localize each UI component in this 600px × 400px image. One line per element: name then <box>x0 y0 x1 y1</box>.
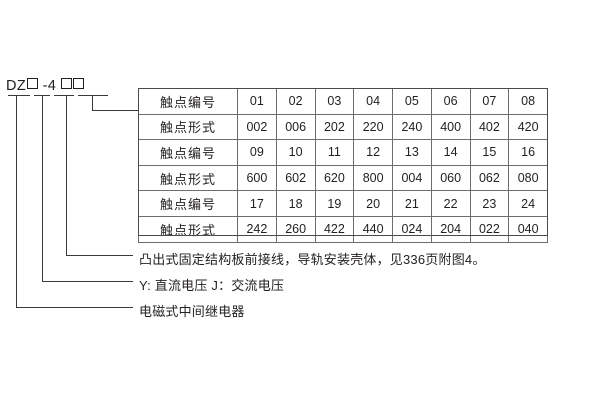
note-voltage: Y: 直流电压 J：交流电压 <box>139 278 285 293</box>
table-cell: 04 <box>353 88 393 115</box>
model-code-box-3 <box>73 78 85 89</box>
table-cell: 14 <box>430 139 471 166</box>
table-cell: 242 <box>237 215 277 243</box>
table-cell: 01 <box>237 88 277 115</box>
row-label: 触点形式 <box>138 113 238 141</box>
table-cell: 15 <box>469 139 510 166</box>
table-cell: 24 <box>508 190 548 217</box>
table-cell: 040 <box>508 215 548 243</box>
model-code: DZ -4 <box>6 78 85 94</box>
table-cell: 002 <box>237 113 277 141</box>
leader-line-3-horizontal <box>66 255 133 257</box>
model-code-prefix: DZ <box>6 78 27 94</box>
table-cell: 23 <box>469 190 510 217</box>
table-cell: 220 <box>353 113 393 141</box>
leader-line-3-vertical <box>66 95 68 256</box>
table-row: 触点编号 01 02 03 04 05 06 07 08 <box>138 88 548 115</box>
table-cell: 202 <box>314 113 355 141</box>
table-cell: 02 <box>275 88 316 115</box>
table-cell: 062 <box>469 164 510 192</box>
leader-line-1-horizontal <box>16 307 133 309</box>
table-cell: 20 <box>353 190 393 217</box>
table-cell: 13 <box>392 139 432 166</box>
table-cell: 600 <box>237 164 277 192</box>
table-cell: 420 <box>508 113 548 141</box>
table-cell: 21 <box>392 190 432 217</box>
table-cell: 17 <box>237 190 277 217</box>
table-cell: 402 <box>469 113 510 141</box>
table-cell: 22 <box>430 190 471 217</box>
table-cell: 024 <box>392 215 432 243</box>
table-cell: 10 <box>275 139 316 166</box>
table-cell: 060 <box>430 164 471 192</box>
note-relay-type: 电磁式中间继电器 <box>139 304 245 319</box>
table-cell: 07 <box>469 88 510 115</box>
table-row: 触点形式 242 260 422 440 024 204 022 040 <box>138 215 548 243</box>
leader-line-2-vertical <box>42 95 44 282</box>
table-row: 触点编号 17 18 19 20 21 22 23 24 <box>138 190 548 217</box>
table-cell: 400 <box>430 113 471 141</box>
table-cell: 12 <box>353 139 393 166</box>
table-cell: 03 <box>314 88 355 115</box>
model-code-box-1 <box>26 78 38 89</box>
table-cell: 08 <box>508 88 548 115</box>
table-row: 触点编号 09 10 11 12 13 14 15 16 <box>138 139 548 166</box>
table-cell: 006 <box>275 113 316 141</box>
table-cell: 18 <box>275 190 316 217</box>
table-cell: 422 <box>314 215 355 243</box>
table-cell: 800 <box>353 164 393 192</box>
table-cell: 620 <box>314 164 355 192</box>
code-underline-3 <box>54 95 74 97</box>
contact-spec-table: 触点编号 01 02 03 04 05 06 07 08 触点形式 002 00… <box>138 88 548 243</box>
table-cell: 16 <box>508 139 548 166</box>
code-underline-1 <box>8 95 30 97</box>
table-cell: 11 <box>314 139 355 166</box>
table-cell: 06 <box>430 88 471 115</box>
table-row: 触点形式 600 602 620 800 004 060 062 080 <box>138 164 548 192</box>
table-cell: 05 <box>392 88 432 115</box>
model-code-middle: -4 <box>42 78 57 94</box>
table-cell: 004 <box>392 164 432 192</box>
row-label: 触点形式 <box>138 215 238 243</box>
row-label: 触点编号 <box>138 139 238 166</box>
row-label: 触点形式 <box>138 164 238 192</box>
note-structure: 凸出式固定结构板前接线，导轨安装壳体，见336页附图4。 <box>139 252 486 267</box>
table-cell: 204 <box>430 215 471 243</box>
leader-line-1-vertical <box>16 95 18 308</box>
table-cell: 260 <box>275 215 316 243</box>
row-label: 触点编号 <box>138 190 238 217</box>
leader-line-2-horizontal <box>42 281 133 283</box>
row-label: 触点编号 <box>138 88 238 115</box>
leader-line-4-horizontal <box>92 110 138 112</box>
table-cell: 09 <box>237 139 277 166</box>
table-cell: 240 <box>392 113 432 141</box>
table-row: 触点形式 002 006 202 220 240 400 402 420 <box>138 113 548 141</box>
table-cell: 19 <box>314 190 355 217</box>
table-cell: 440 <box>353 215 393 243</box>
model-code-box-2 <box>61 78 73 89</box>
leader-line-4-vertical <box>92 95 94 111</box>
table-cell: 022 <box>469 215 510 243</box>
table-cell: 080 <box>508 164 548 192</box>
table-cell: 602 <box>275 164 316 192</box>
